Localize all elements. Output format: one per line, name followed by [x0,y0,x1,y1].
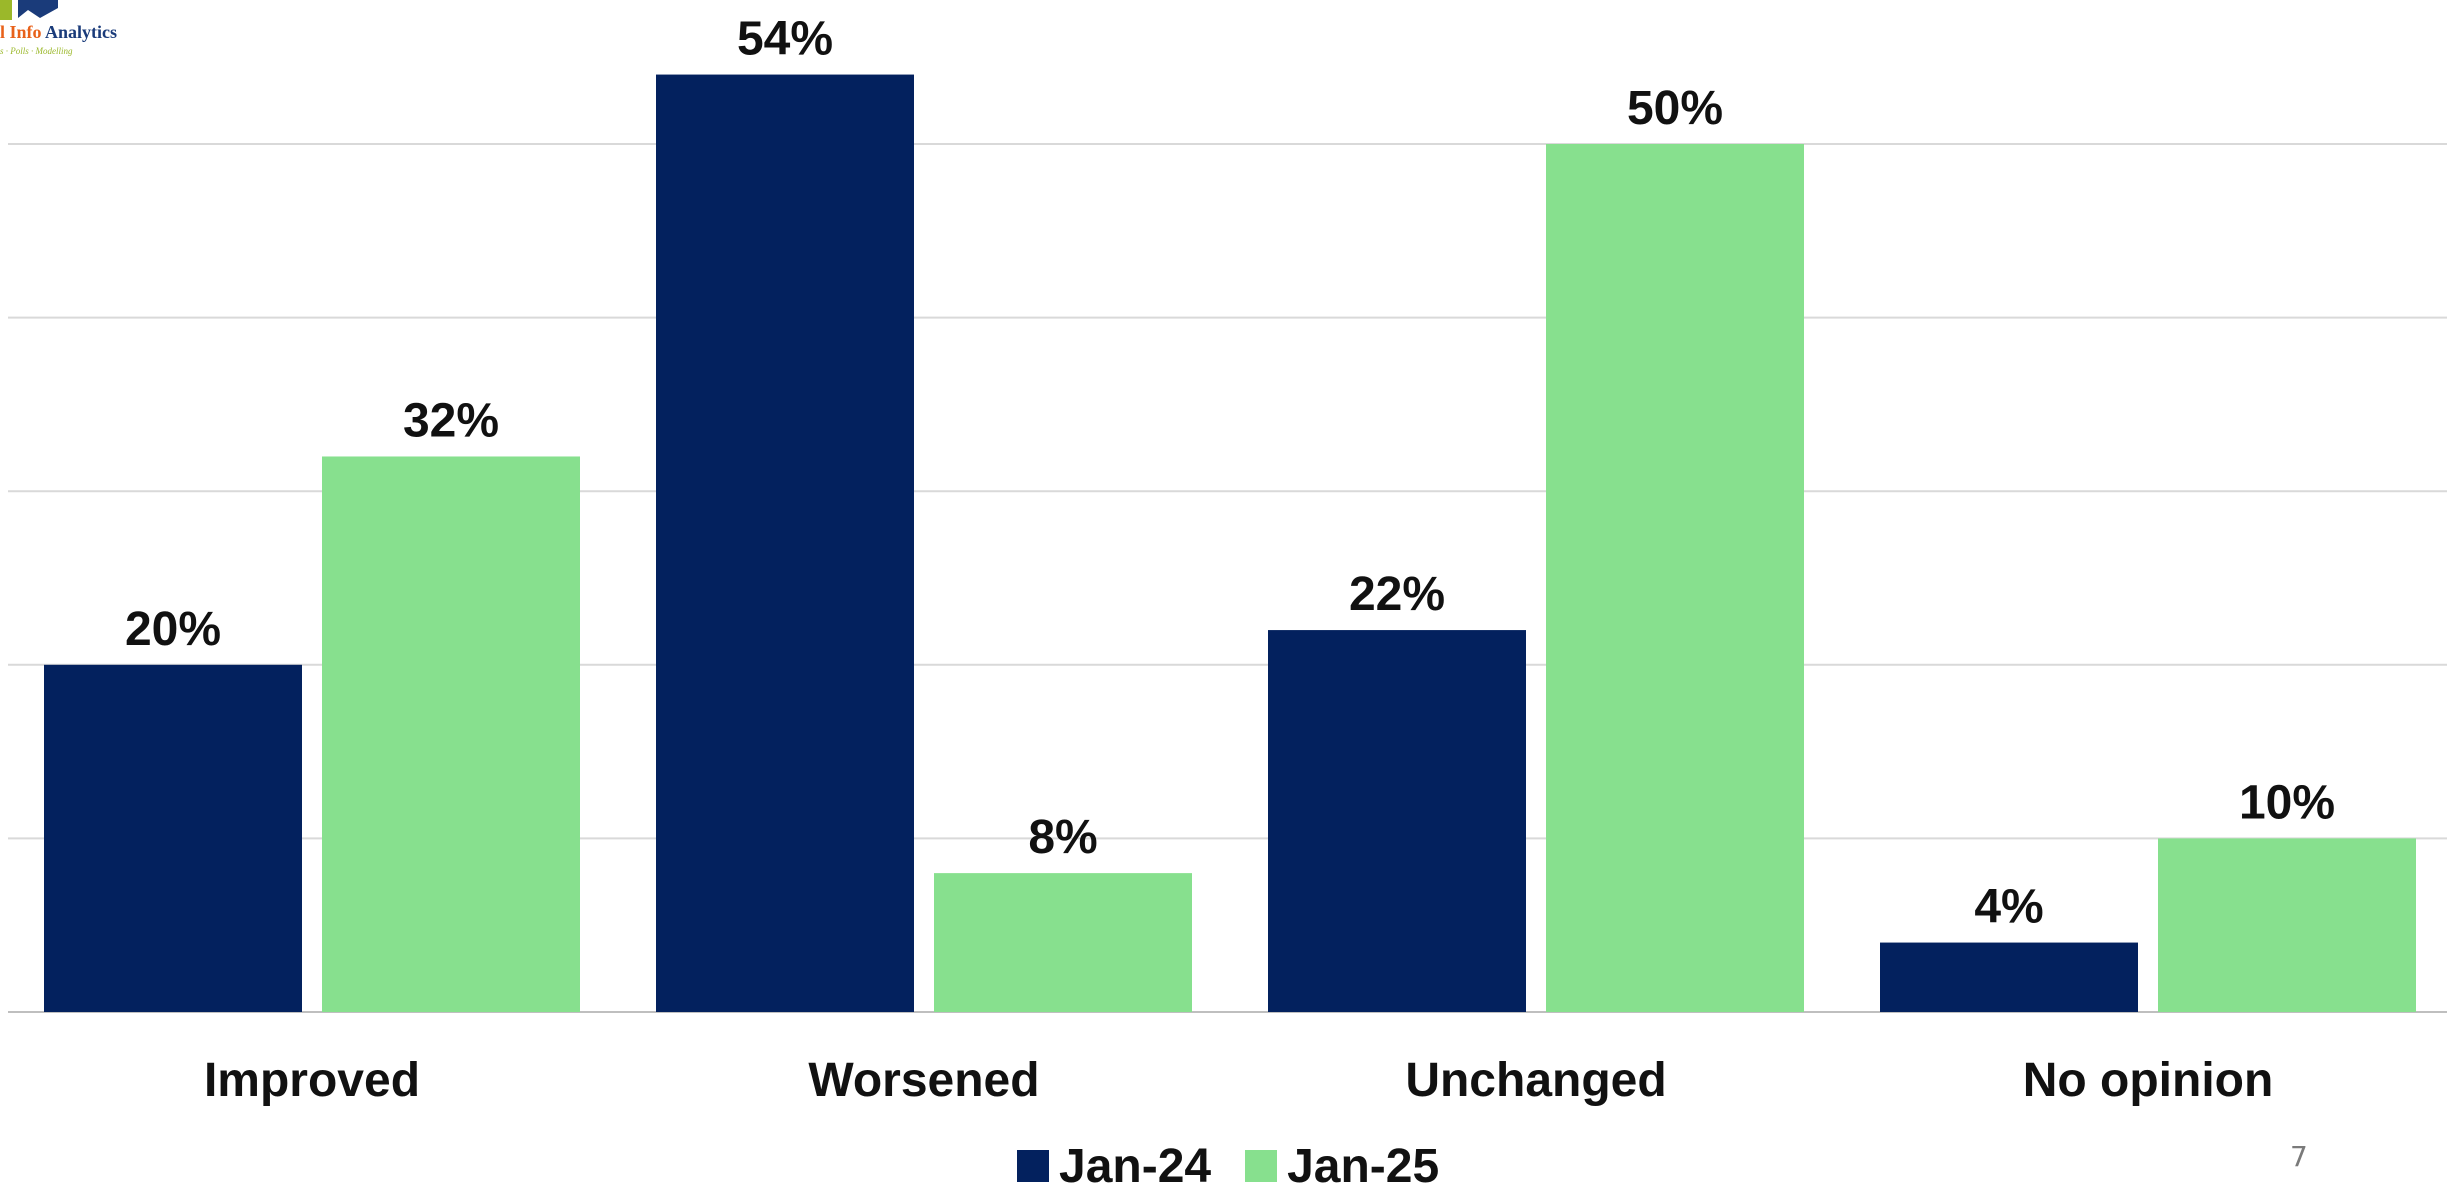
legend-item-jan25: Jan-25 [1245,1139,1439,1194]
data-label: 54% [737,13,833,66]
logo-tagline: s · Polls · Modelling [0,46,73,56]
legend-swatch-jan24 [1017,1150,1049,1182]
category-label: Improved [204,1054,420,1107]
legend-swatch-jan25 [1245,1150,1278,1182]
bar-jan-25-2 [1546,144,1804,1012]
logo-text: l Info Analytics [0,22,118,42]
data-label: 10% [2239,776,2335,829]
data-label: 20% [125,603,221,656]
bar-jan-25-0 [322,456,580,1013]
legend-label-jan24: Jan-24 [1059,1139,1212,1193]
bar-jan-25-1 [934,873,1192,1012]
bar-jan-24-3 [1880,942,2138,1012]
data-label: 22% [1349,568,1445,621]
category-label: Unchanged [1405,1054,1666,1107]
category-label: Worsened [808,1054,1039,1107]
category-label: No opinion [2023,1054,2274,1107]
page-number: 7 [2290,1140,2308,1173]
bar-jan-25-3 [2158,838,2416,1012]
bar-jan-24-1 [656,74,914,1012]
data-label: 8% [1028,811,1097,864]
data-label: 4% [1974,881,2043,934]
legend-label-jan25: Jan-25 [1287,1139,1440,1193]
data-label: 50% [1627,82,1723,135]
logo-mark-icon [0,0,58,20]
data-label: 32% [403,394,499,447]
chart-legend: Jan-24 Jan-25 [1017,1137,1439,1195]
legend-item-jan24: Jan-24 [1017,1139,1211,1194]
bar-jan-24-2 [1268,630,1526,1012]
bar-jan-24-0 [44,664,302,1012]
company-logo: l Info Analytics s · Polls · Modelling [0,0,140,64]
